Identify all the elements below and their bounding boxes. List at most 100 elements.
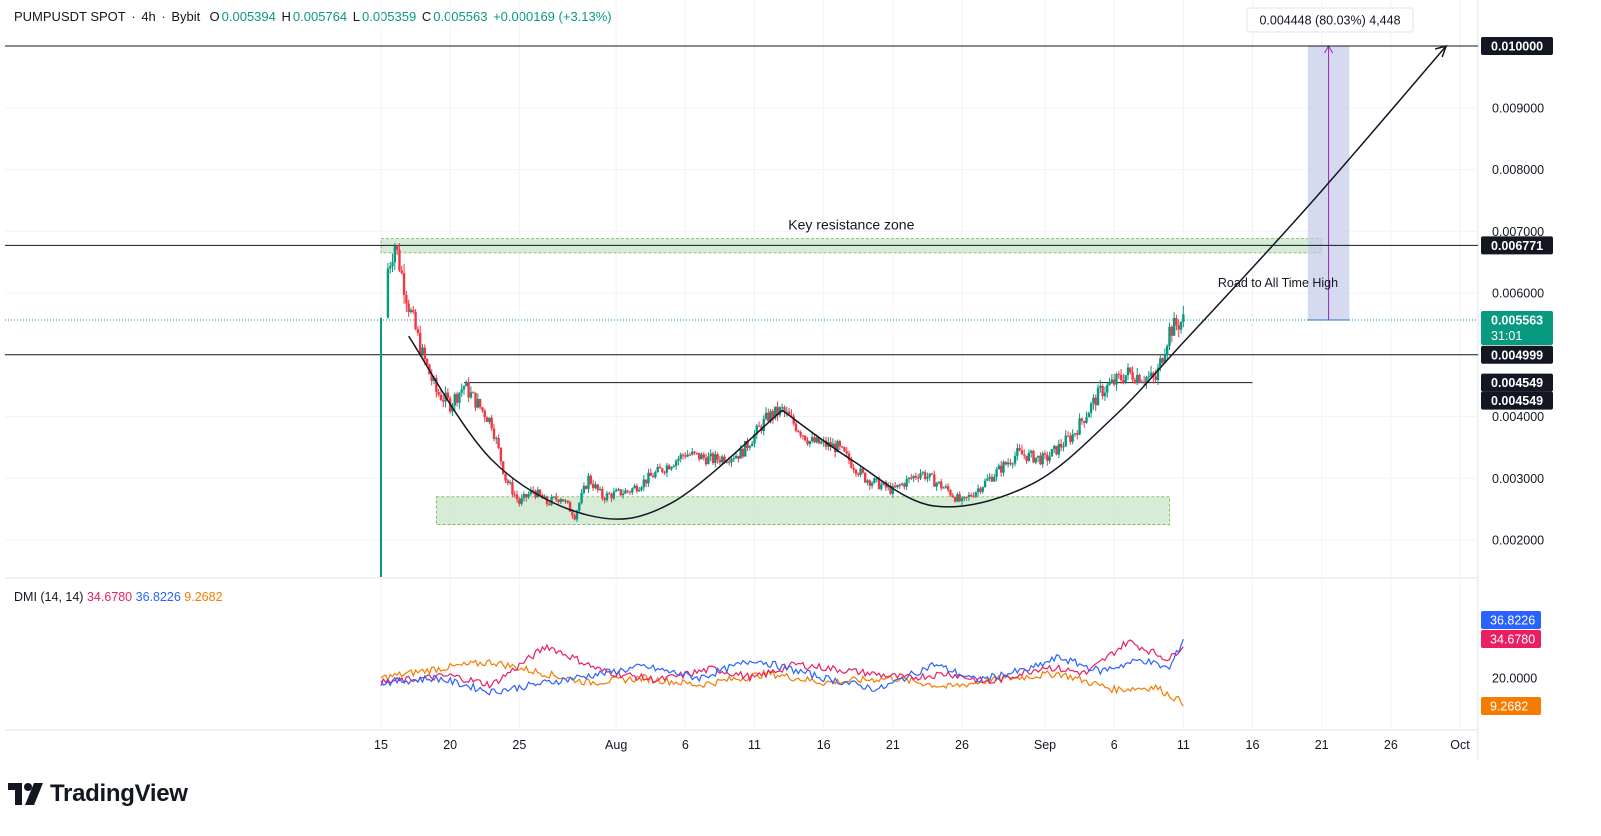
candle-body — [1004, 462, 1008, 465]
candle-body — [656, 466, 659, 473]
dmi-name[interactable]: DMI (14, 14) — [14, 590, 84, 604]
candle-body — [1039, 455, 1042, 465]
candle-body — [753, 434, 756, 444]
interval[interactable]: 4h — [141, 9, 156, 24]
candle-body — [900, 483, 904, 486]
candle-body — [863, 472, 867, 483]
high-value: 0.005764 — [292, 9, 348, 24]
candle-body — [582, 485, 586, 493]
candle-body — [727, 461, 731, 463]
candle-body — [416, 329, 420, 333]
candle-body — [1149, 372, 1153, 377]
candle-body — [1147, 376, 1150, 378]
x-tick-label: Sep — [1034, 738, 1056, 752]
candle-body — [667, 465, 671, 470]
candle-body — [810, 437, 814, 442]
candle-body — [455, 394, 459, 403]
candle-body — [983, 480, 987, 488]
candle-body — [423, 347, 427, 360]
candle-body — [1034, 457, 1037, 463]
candle-body — [933, 474, 936, 487]
candle-body — [1032, 450, 1035, 463]
candle-body — [873, 478, 876, 483]
price-axis[interactable]: 0.002000 0.003000 0.004000 0.006000 0.007000… — [1481, 37, 1553, 715]
candle-body — [953, 497, 957, 502]
candle-body — [638, 489, 641, 492]
candle-body — [1108, 382, 1111, 386]
zone-label: Key resistance zone — [788, 217, 914, 233]
candle-body — [566, 500, 569, 503]
candle-body — [1055, 445, 1058, 455]
candle-body — [476, 399, 480, 408]
level-tag-bg — [1481, 37, 1553, 55]
candle-body — [990, 476, 994, 482]
candle-body — [829, 442, 832, 448]
candle-body — [684, 455, 687, 457]
dmi-tick-label: 20.0000 — [1492, 672, 1537, 686]
tradingview-logo[interactable]: TradingView — [8, 780, 188, 808]
high-label: H — [281, 9, 291, 24]
candle-body — [536, 489, 539, 498]
candle-body — [1163, 355, 1167, 363]
time-axis[interactable]: 15 20 25 Aug 6 11 16 21 26 Sep 6 11 16 21 26 Oct — [374, 738, 1470, 752]
candle-body — [391, 262, 394, 267]
candle-body — [1133, 379, 1137, 384]
candle-body — [594, 484, 597, 489]
candle-body — [1023, 454, 1026, 456]
candle-body — [425, 359, 429, 365]
candle-body — [495, 438, 498, 440]
candle-body — [1159, 358, 1162, 368]
candle-body — [511, 482, 514, 495]
dmi-pane — [380, 638, 1184, 707]
plus-di-tag: 34.6780 — [1490, 633, 1535, 647]
candle-body — [750, 443, 754, 447]
x-tick-label: 26 — [1384, 738, 1398, 752]
candle-body — [501, 461, 505, 474]
candle-body — [732, 458, 735, 460]
candle-body — [677, 458, 680, 461]
candle-body — [903, 483, 906, 487]
candle-body — [575, 510, 579, 520]
candle-body — [935, 483, 938, 487]
candle-body — [1036, 455, 1040, 458]
candle-body — [891, 486, 895, 494]
cup-curves — [408, 44, 1448, 520]
candle-body — [794, 423, 798, 431]
candle-body — [621, 493, 625, 496]
candle-body — [896, 484, 899, 488]
candle-body — [974, 492, 978, 497]
candle-body — [409, 309, 413, 313]
candle-body — [852, 467, 855, 470]
x-tick-label: 21 — [1315, 738, 1329, 752]
candle-body — [944, 486, 948, 488]
horizontal-levels — [5, 45, 1478, 384]
candle-body — [1064, 435, 1067, 447]
adx-value: 9.2682 — [184, 590, 223, 604]
candle-body — [1048, 456, 1051, 461]
projection-note: Road to All Time High — [1218, 276, 1338, 290]
candle-body — [919, 473, 922, 479]
symbol-name[interactable]: PUMPUSDT SPOT — [14, 9, 126, 24]
adx-line — [380, 659, 1184, 707]
candle-body — [525, 493, 528, 498]
candle-body — [921, 472, 925, 474]
candle-body — [481, 407, 484, 411]
candle-body — [923, 472, 927, 479]
y-tick-label: 0.008000 — [1492, 163, 1544, 177]
candle-body — [478, 399, 482, 408]
cup-curve — [781, 45, 1447, 508]
candle-body — [704, 457, 708, 465]
candle-body — [462, 386, 466, 390]
candle-body — [439, 394, 443, 401]
projection-label: 0.004448 (80.03%) 4,448 — [1259, 14, 1400, 28]
candle-body — [937, 481, 941, 484]
candle-body — [398, 250, 401, 271]
candle-body — [854, 469, 858, 474]
candle-body — [631, 488, 634, 493]
low-label: L — [352, 9, 360, 24]
candle-body — [880, 484, 883, 490]
candle-body — [702, 454, 705, 458]
candle-body — [771, 411, 775, 419]
candle-body — [518, 499, 521, 504]
